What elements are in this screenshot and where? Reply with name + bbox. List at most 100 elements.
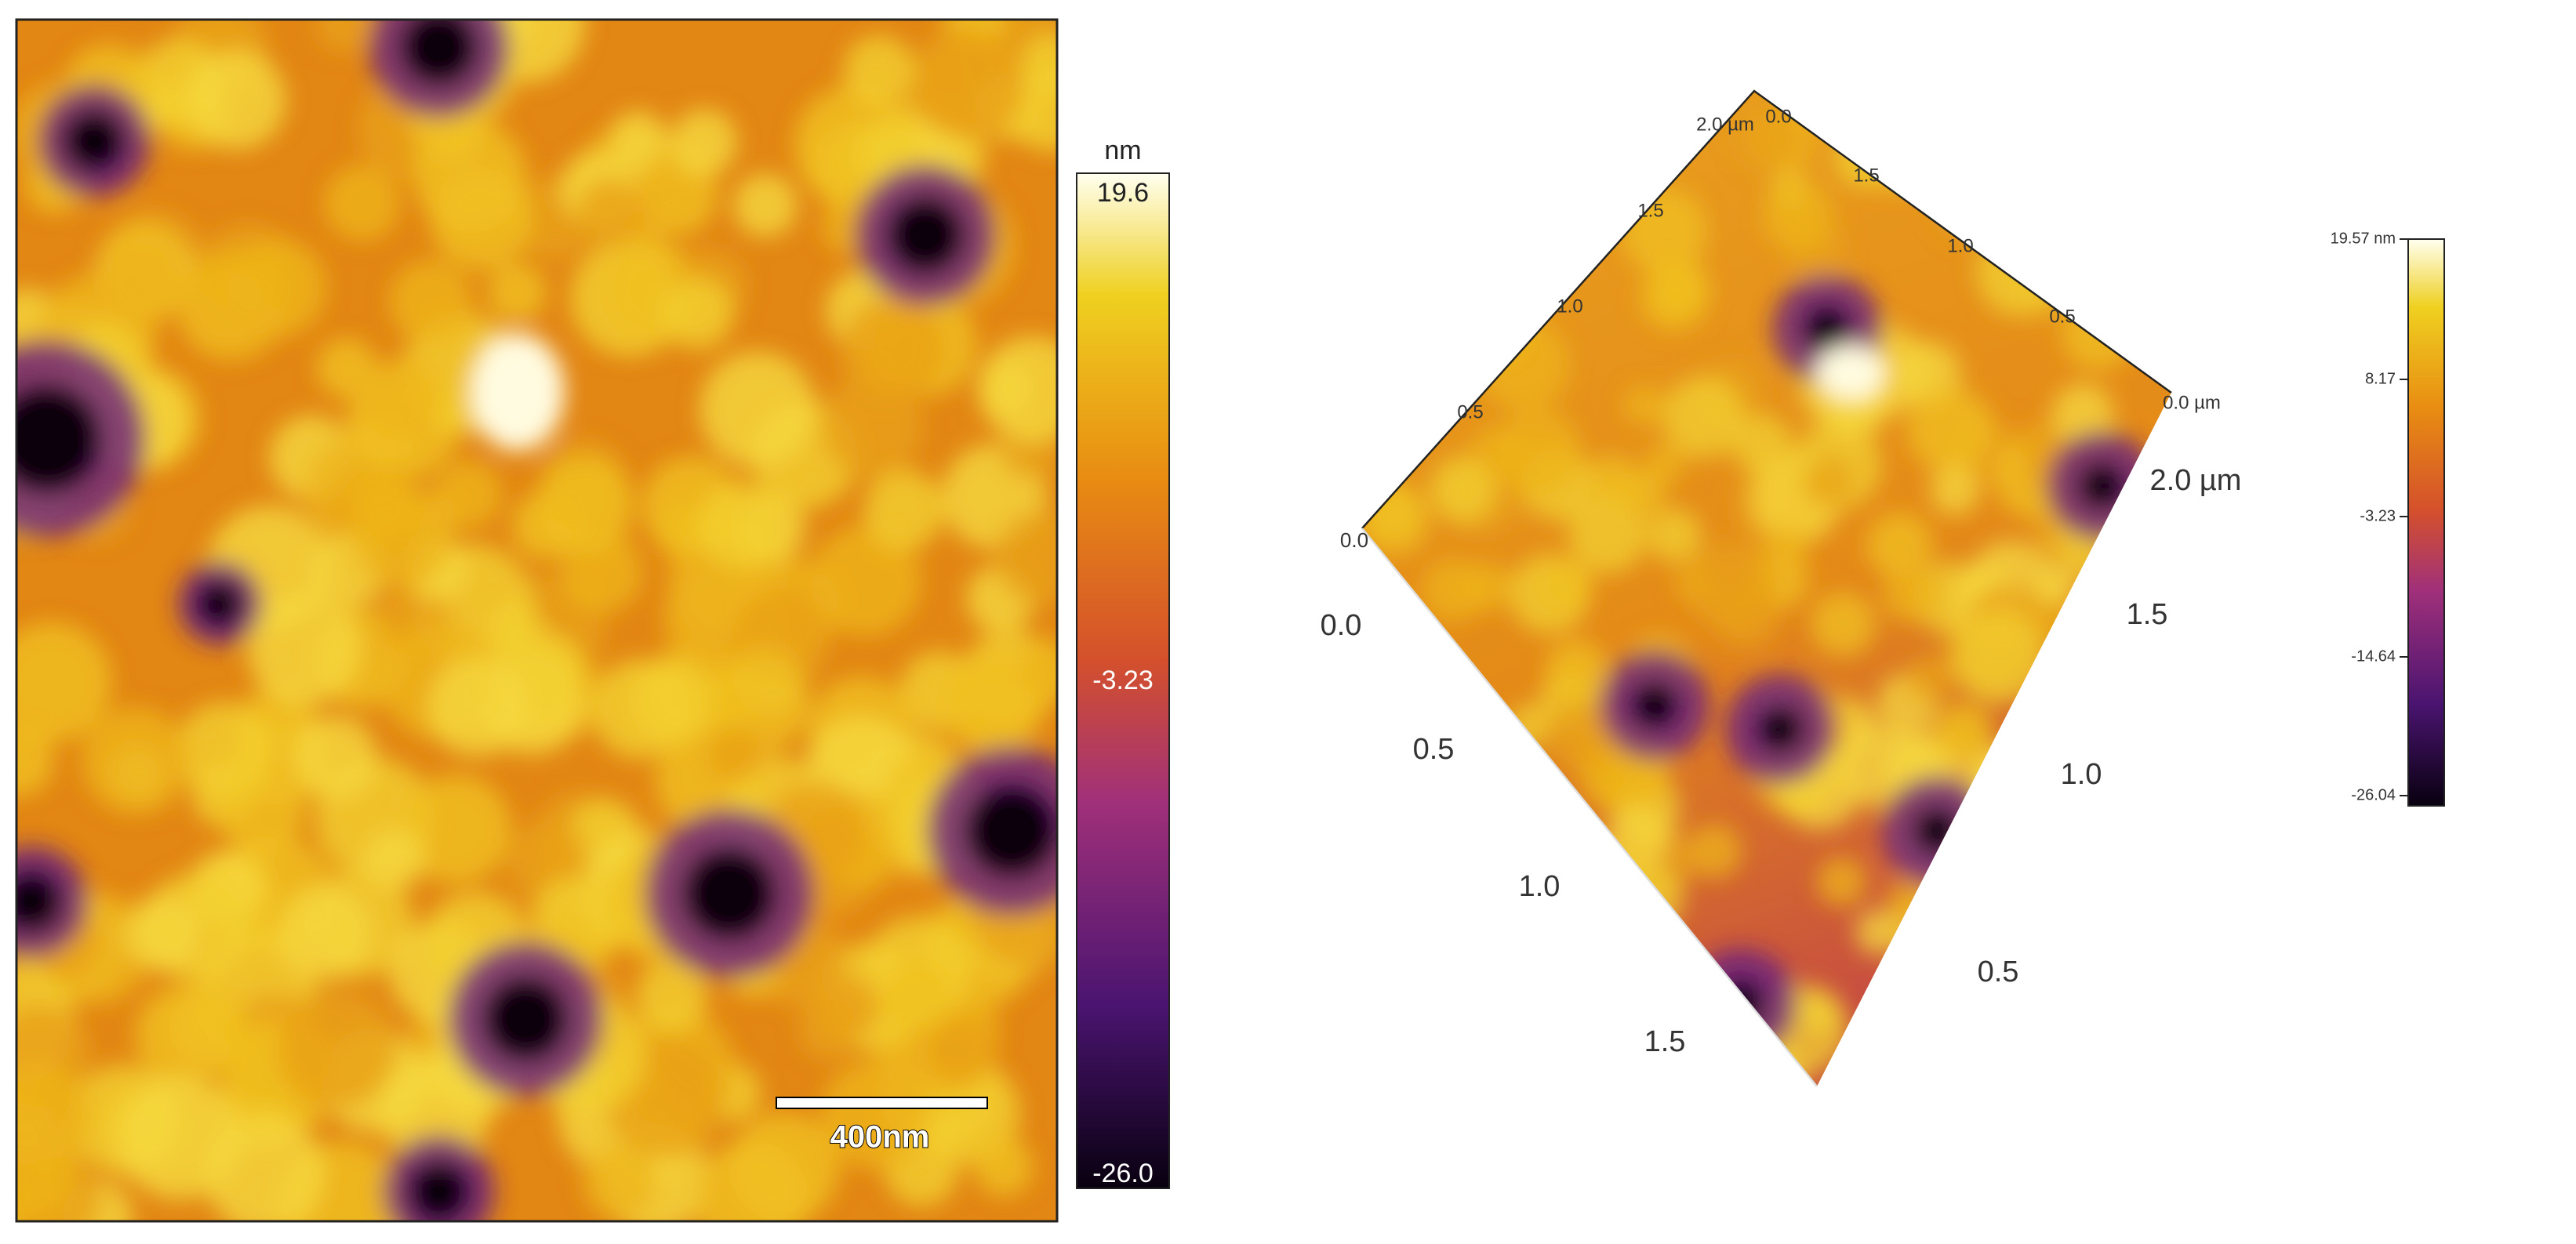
pit bbox=[16, 870, 63, 933]
grain bbox=[316, 20, 372, 53]
axis-label: 2.0 µm bbox=[2150, 464, 2242, 497]
grain bbox=[629, 658, 715, 745]
pit bbox=[1717, 980, 1764, 1027]
grain bbox=[1370, 325, 1437, 392]
axis-label: 0.5 bbox=[1457, 401, 1483, 423]
grain bbox=[974, 1137, 1034, 1197]
grain bbox=[1568, 495, 1647, 574]
grain bbox=[1575, 854, 1630, 909]
pit bbox=[965, 784, 1057, 878]
grain bbox=[670, 108, 738, 176]
colorbar-label: -14.64 bbox=[2351, 647, 2396, 665]
grain bbox=[316, 338, 377, 398]
grain bbox=[1362, 93, 1406, 171]
grain bbox=[1907, 928, 1952, 974]
pit bbox=[196, 580, 243, 627]
grain bbox=[2066, 782, 2142, 858]
grain bbox=[1533, 978, 1605, 1050]
grain bbox=[1362, 452, 1395, 515]
grain bbox=[1976, 227, 2066, 317]
colorbar-label: 19.57 nm bbox=[2331, 230, 2396, 247]
colorbar-max: 19.6 bbox=[1097, 178, 1149, 208]
pit bbox=[1804, 306, 1851, 353]
grain bbox=[16, 725, 54, 797]
grain bbox=[863, 470, 944, 550]
grain bbox=[2051, 383, 2114, 446]
axis-label: 2.0 µm bbox=[1696, 114, 1754, 135]
grain bbox=[1020, 637, 1057, 702]
grain bbox=[2109, 106, 2156, 153]
grain bbox=[1906, 386, 1993, 473]
grain bbox=[1379, 890, 1455, 967]
pit bbox=[408, 1160, 471, 1221]
grain bbox=[2109, 927, 2158, 977]
grain bbox=[1647, 508, 1702, 563]
grain bbox=[1501, 99, 1550, 147]
grain bbox=[1684, 539, 1775, 630]
grain bbox=[697, 481, 786, 570]
grain bbox=[2135, 273, 2171, 313]
grain bbox=[1644, 442, 1686, 484]
grain bbox=[708, 651, 809, 753]
grain bbox=[434, 460, 503, 529]
pit bbox=[886, 196, 965, 274]
grain bbox=[1545, 639, 1608, 702]
grain bbox=[882, 962, 952, 1032]
grain bbox=[16, 622, 112, 743]
grain bbox=[1494, 408, 1582, 496]
grain bbox=[1933, 700, 1993, 761]
grain bbox=[1468, 1011, 1557, 1086]
grain bbox=[1615, 864, 1684, 932]
grain bbox=[1448, 963, 1510, 1025]
grain bbox=[176, 702, 272, 798]
grain bbox=[1888, 890, 1965, 966]
grain bbox=[2040, 198, 2106, 265]
grain bbox=[247, 591, 362, 705]
grain bbox=[1399, 155, 1462, 219]
grain bbox=[2096, 123, 2149, 176]
grain bbox=[843, 34, 915, 107]
grain bbox=[1510, 188, 1568, 248]
grain bbox=[1960, 751, 2050, 842]
grain bbox=[1621, 187, 1708, 274]
colorbar-label: 8.17 bbox=[2365, 370, 2396, 387]
grain bbox=[1418, 111, 1468, 161]
grain bbox=[1392, 158, 1472, 238]
grain bbox=[1505, 98, 1569, 162]
pit bbox=[482, 976, 569, 1062]
grain bbox=[1953, 887, 1996, 930]
grain bbox=[1362, 273, 1405, 346]
grain bbox=[2007, 196, 2102, 289]
grain bbox=[1626, 956, 1700, 1032]
scale-bar bbox=[776, 1097, 988, 1109]
afm-height-map bbox=[16, 20, 1057, 1221]
grain bbox=[2021, 893, 2095, 967]
grain bbox=[16, 1113, 80, 1216]
grain bbox=[1927, 887, 1989, 949]
grain bbox=[1686, 823, 1742, 879]
grain bbox=[1803, 456, 1854, 508]
grain bbox=[2100, 149, 2171, 233]
axis-label: 1.5 bbox=[1637, 200, 1663, 221]
grain bbox=[1979, 1038, 2053, 1086]
grain bbox=[1731, 414, 1793, 475]
pit bbox=[16, 384, 102, 494]
grain bbox=[1362, 658, 1412, 711]
grain bbox=[2062, 798, 2102, 838]
afm-3d-surface bbox=[1362, 91, 2171, 1086]
pit bbox=[2078, 462, 2125, 510]
axis-label: 0.5 bbox=[1413, 733, 1455, 766]
grain bbox=[1881, 565, 1938, 622]
grain bbox=[2051, 791, 2102, 842]
grain bbox=[1362, 328, 1437, 404]
grain bbox=[2006, 91, 2092, 171]
grain bbox=[943, 656, 1043, 756]
grain bbox=[2030, 658, 2121, 749]
pit bbox=[63, 110, 125, 172]
grain bbox=[609, 111, 667, 169]
grain bbox=[694, 1141, 809, 1221]
colorbar-min: -26.0 bbox=[1092, 1159, 1154, 1188]
grain bbox=[401, 774, 511, 884]
grain bbox=[1967, 745, 2039, 817]
axis-label: 0.0 µm bbox=[2163, 392, 2221, 413]
